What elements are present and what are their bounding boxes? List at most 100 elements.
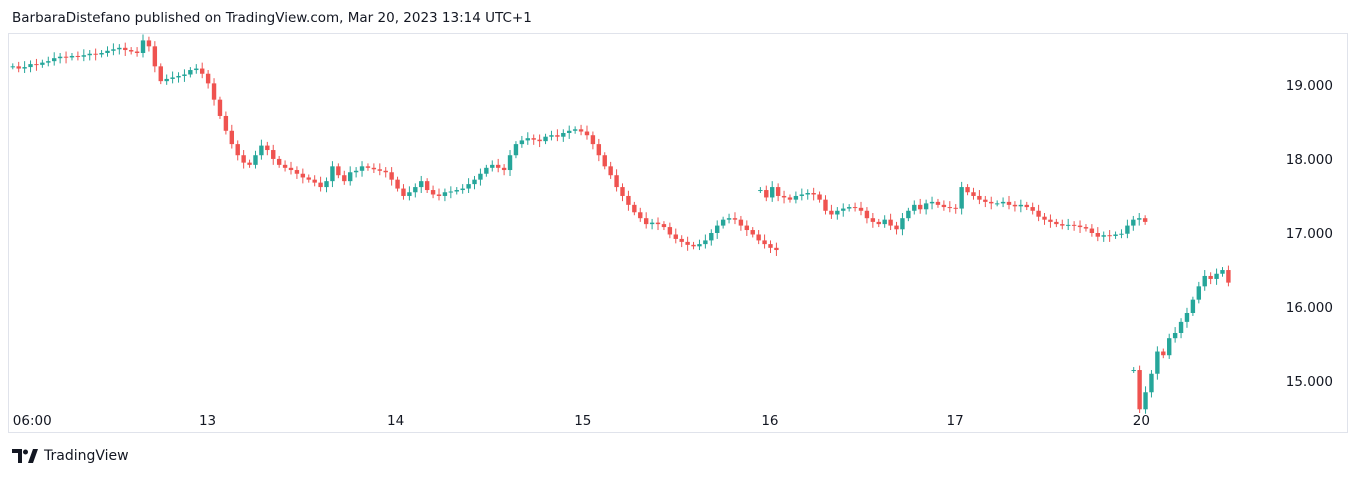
candle [1172, 327, 1178, 343]
candle [87, 50, 92, 61]
candle-body [1065, 224, 1071, 226]
candle-body [864, 210, 870, 219]
candle [282, 160, 288, 172]
candle [774, 242, 779, 256]
candle [1142, 215, 1148, 225]
candle-body [923, 203, 929, 210]
brand-name: TradingView [44, 448, 129, 464]
candle [1184, 307, 1190, 328]
candle-body [205, 73, 211, 84]
candle-body [347, 172, 353, 182]
candle-body [661, 224, 667, 228]
candle [436, 188, 442, 201]
price-tick-label: 19.000 [1286, 78, 1333, 94]
candle [81, 49, 87, 62]
candle-body [401, 188, 406, 196]
candle [661, 221, 667, 231]
candle [697, 239, 702, 251]
candle [395, 176, 400, 192]
candle [626, 190, 631, 211]
candle-body [929, 201, 935, 204]
candle [164, 74, 169, 85]
candle-body [490, 164, 495, 168]
candle [923, 199, 929, 215]
candle-body [1006, 201, 1012, 205]
candle [1060, 219, 1065, 230]
candle [200, 62, 205, 79]
candle-body [1060, 224, 1065, 226]
candle-body [170, 77, 175, 79]
candle [22, 61, 27, 73]
candle-body [478, 173, 483, 180]
candle [614, 169, 619, 192]
candle-body [430, 190, 436, 195]
candle [1006, 195, 1012, 210]
candle [537, 134, 542, 148]
candle-body [217, 99, 223, 116]
candle [750, 227, 755, 238]
candle [638, 207, 643, 222]
candle-body [543, 136, 548, 142]
candle-body [46, 61, 51, 63]
candle [1054, 218, 1059, 228]
candle-body [626, 195, 631, 205]
candle-body [63, 56, 69, 58]
candle-body [336, 166, 341, 176]
candle-body [918, 204, 923, 210]
candle [1101, 231, 1106, 242]
candle-body [1018, 204, 1024, 207]
candle-body [93, 53, 98, 55]
candle [10, 63, 15, 70]
price-tick-label: 15.000 [1286, 374, 1333, 390]
candle-body [799, 194, 805, 196]
candle-body [371, 167, 377, 170]
candle-body [34, 64, 39, 66]
price-chart[interactable]: 15.000 16.000 17.000 18.000 19.000 06:00 13 14… [8, 33, 1348, 433]
candle [1208, 272, 1213, 285]
candle [1143, 386, 1148, 414]
candle [852, 202, 858, 212]
candle [1131, 215, 1136, 231]
candle-body [768, 244, 773, 248]
candle-body [436, 194, 442, 196]
candle [312, 175, 317, 187]
candle-body [87, 53, 92, 56]
candle-body [691, 244, 696, 247]
candle-body [1036, 210, 1041, 217]
candle [513, 141, 519, 159]
candle-body [894, 225, 899, 230]
candle [793, 191, 799, 204]
candle [918, 198, 923, 214]
candle [318, 176, 323, 192]
candle-body [750, 230, 755, 235]
candle [140, 34, 146, 58]
candle-body [140, 40, 146, 53]
candle-body [1131, 219, 1136, 226]
candle-body [965, 187, 970, 193]
candle-body [312, 179, 317, 183]
candle-body [1161, 351, 1166, 356]
candle-body [1095, 233, 1100, 237]
candle-body [28, 64, 33, 68]
candle [1190, 296, 1196, 316]
candle [454, 187, 459, 195]
candle-body [762, 240, 767, 245]
candle [1125, 219, 1130, 239]
candle [265, 141, 270, 156]
candle-body [829, 210, 834, 215]
candle-body [584, 131, 590, 136]
candle-body [235, 144, 240, 156]
candle-body [602, 155, 607, 167]
publisher-attribution: BarbaraDistefano published on TradingVie… [12, 10, 532, 26]
candle [775, 183, 781, 202]
candle [947, 201, 953, 213]
candle [324, 177, 329, 193]
candle [294, 166, 300, 179]
candle [170, 71, 175, 84]
time-tick-label: 15 [574, 413, 591, 429]
candle [93, 48, 98, 61]
candle-body [643, 218, 649, 225]
candle [217, 96, 223, 119]
candle [762, 234, 767, 249]
tradingview-brand[interactable]: TradingView [12, 448, 129, 464]
